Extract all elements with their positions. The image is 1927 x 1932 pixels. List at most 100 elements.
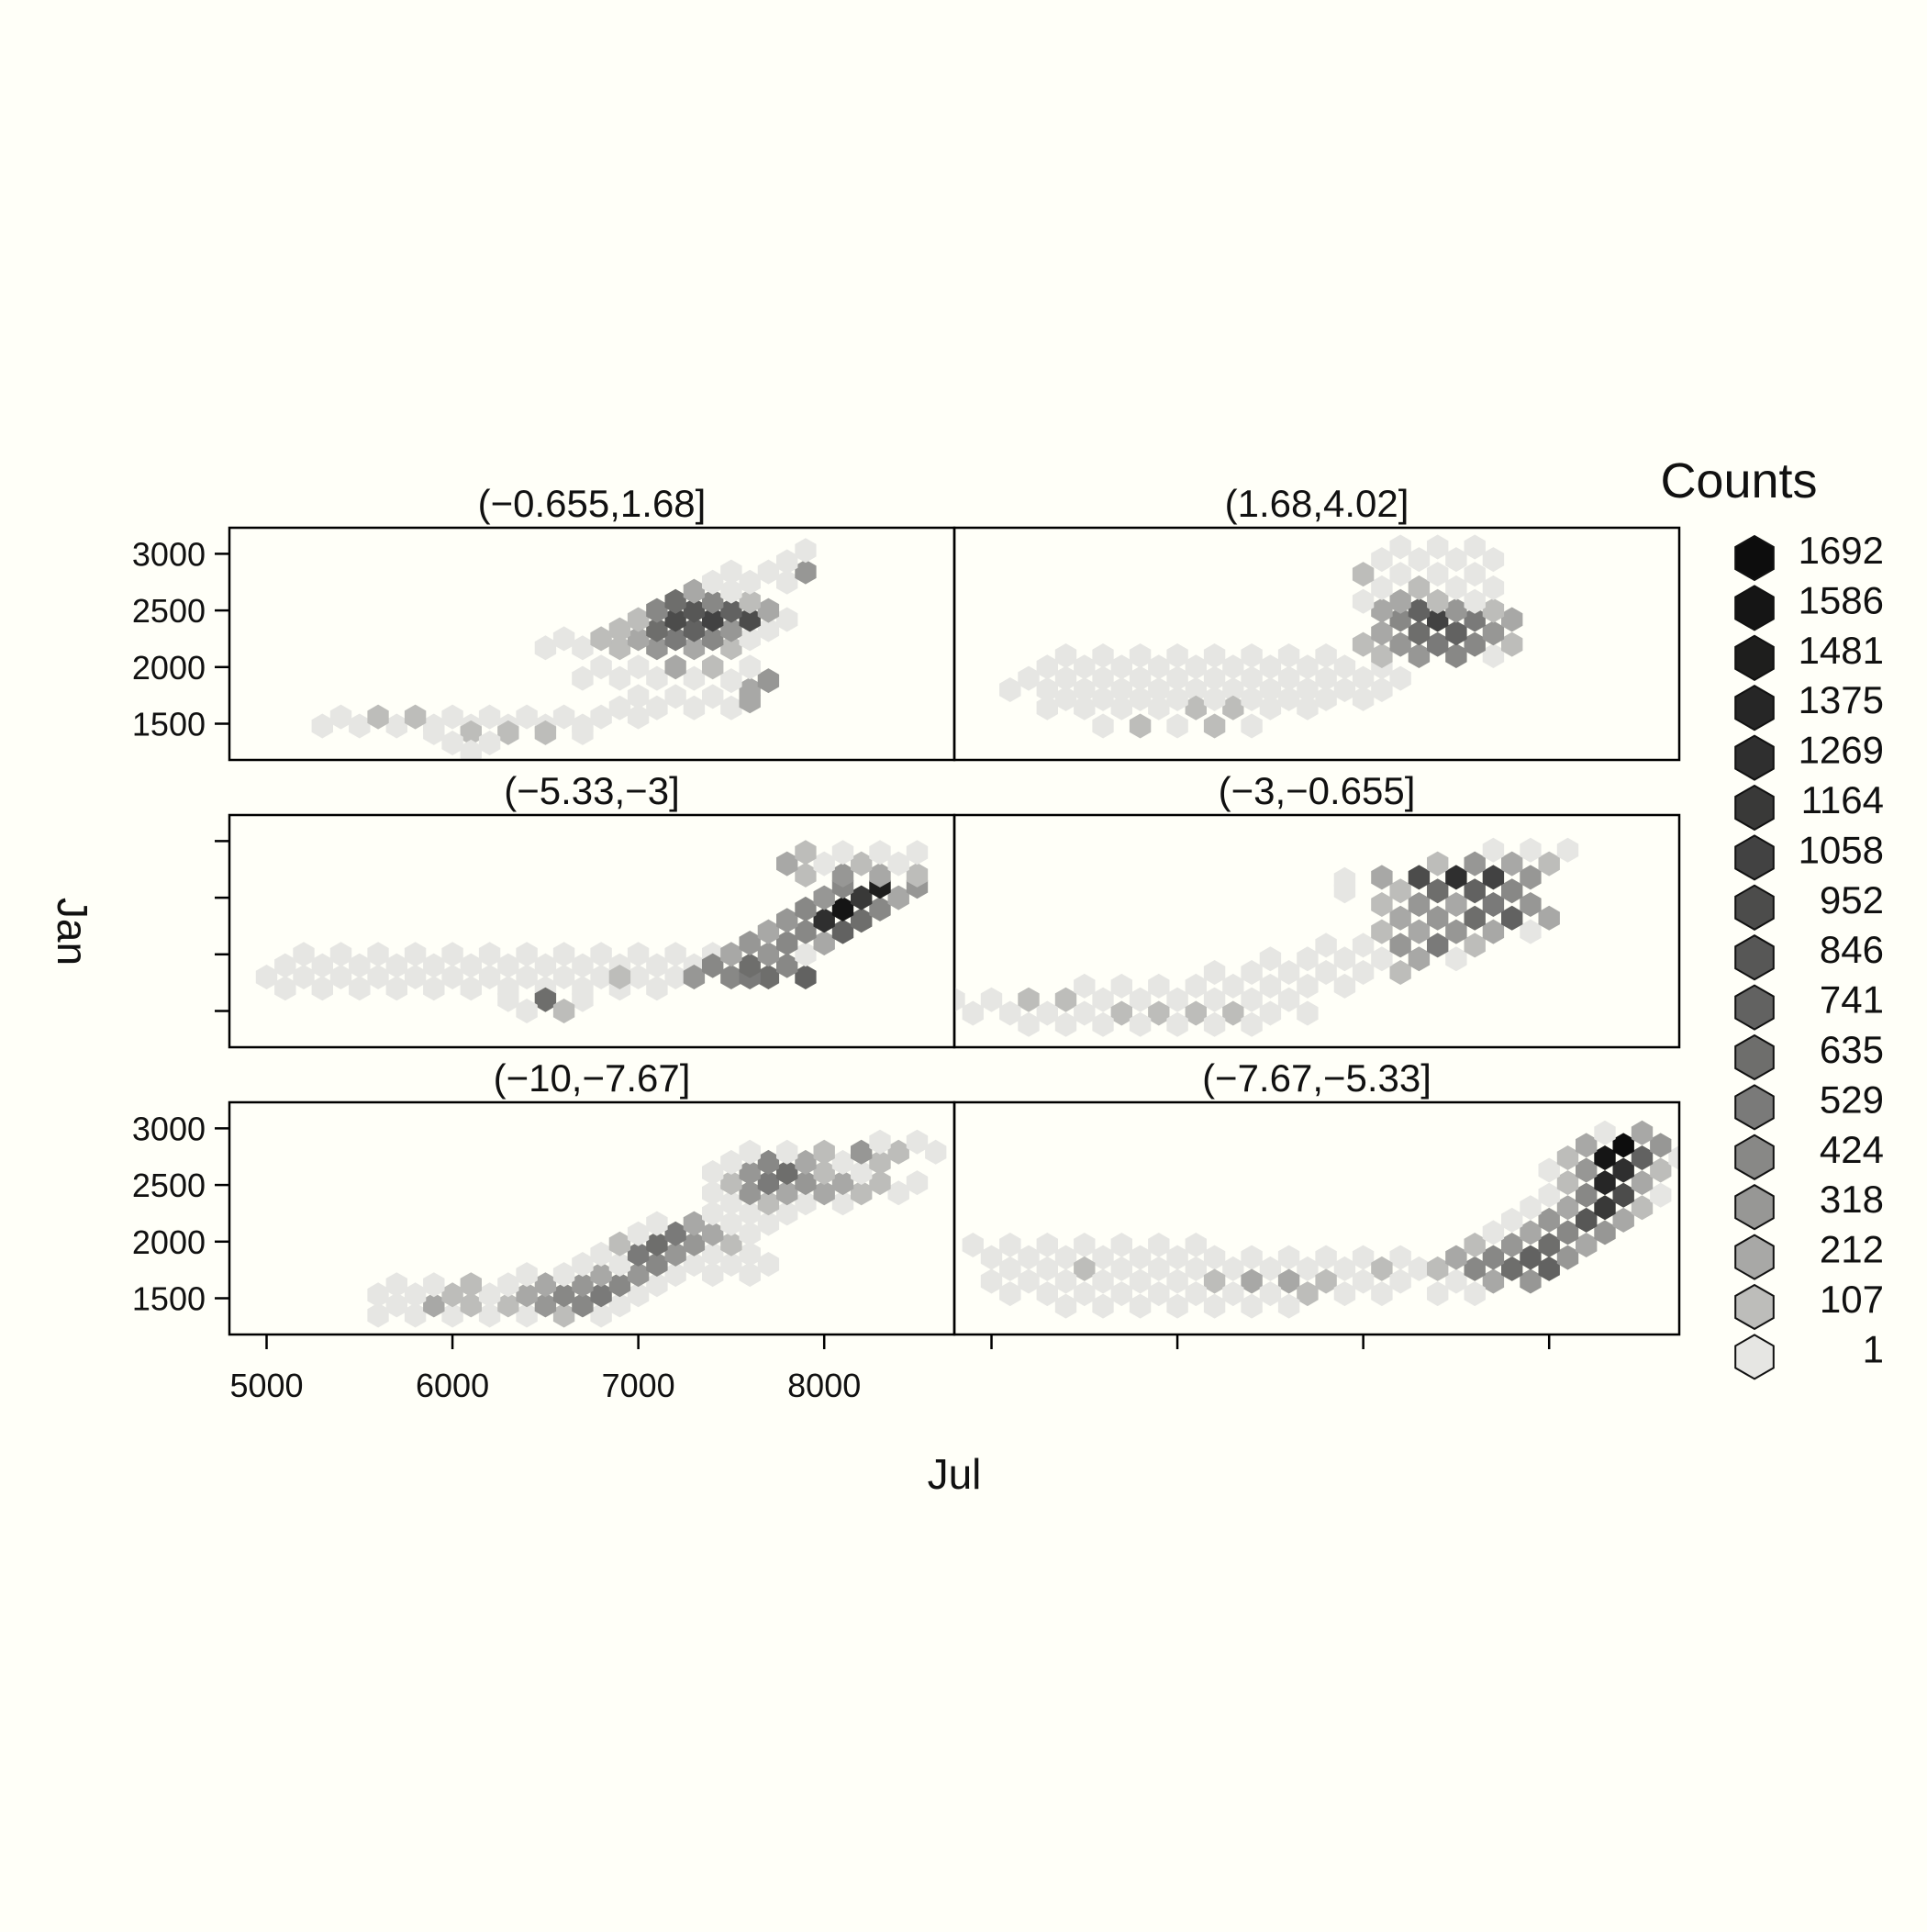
hex-cell (1297, 1281, 1319, 1307)
x-axis-label: Jul (928, 1450, 982, 1498)
hex-cell (404, 704, 427, 730)
hex-cell (683, 597, 706, 623)
hex-cell (349, 713, 371, 739)
hex-cell (1445, 547, 1467, 573)
hex-cell (1427, 1281, 1449, 1307)
hex-cell (1018, 665, 1040, 691)
hex-cell (441, 731, 463, 755)
hex-cell (1054, 1245, 1077, 1270)
hex-cell (1297, 677, 1319, 702)
hex-cell (1203, 713, 1226, 739)
hex-cell (1036, 1233, 1058, 1257)
hex-cell (274, 953, 296, 978)
hex-cell (1166, 1293, 1188, 1319)
hex-cell (980, 1245, 1003, 1270)
hex-cell (1129, 1293, 1152, 1319)
hex-cell (1371, 892, 1393, 917)
hex-cell (1556, 1245, 1579, 1270)
hex-cell (757, 965, 780, 989)
hex-cell (683, 578, 706, 604)
hex-cell (1185, 1281, 1207, 1307)
hex-cell (1482, 547, 1505, 573)
hex-cell (1092, 643, 1114, 668)
hex-cell (1203, 987, 1226, 1012)
hex-cell (1297, 1000, 1319, 1026)
hex-cell (1556, 1220, 1579, 1245)
hex-cell (552, 1262, 575, 1288)
hex-cell (627, 626, 650, 652)
hex-cell (1315, 686, 1337, 711)
legend-swatch (1734, 634, 1775, 681)
hex-cell (608, 617, 631, 642)
hex-cell (1074, 1256, 1096, 1281)
hex-cell (1092, 686, 1114, 711)
legend-swatch (1734, 585, 1775, 631)
hex-cell (311, 713, 333, 739)
hex-cell (1352, 631, 1375, 657)
legend-label: 107 (1820, 1278, 1884, 1321)
hex-cell (1352, 1245, 1375, 1270)
hex-cell (1594, 1145, 1616, 1170)
hex-cell (1389, 1245, 1411, 1270)
hex-cell (999, 1281, 1021, 1307)
hex-cell (367, 1302, 389, 1328)
hex-cell (1166, 665, 1188, 691)
hex-cell (1538, 851, 1560, 877)
hex-cell (1333, 1256, 1356, 1281)
hex-cell (627, 607, 650, 632)
hex-cell (1036, 695, 1058, 720)
hex-cell (813, 1139, 835, 1165)
hex-cell (702, 1241, 724, 1267)
hex-cell (1277, 960, 1300, 985)
hex-cell (516, 1302, 538, 1328)
hex-cell (1185, 654, 1207, 680)
hex-cell (1520, 1220, 1542, 1245)
legend-swatch (1734, 1184, 1775, 1231)
hex-cell (497, 1292, 519, 1318)
hex-cell (1110, 973, 1132, 999)
hex-cell (739, 1221, 761, 1246)
hex-cell (757, 1252, 780, 1277)
hex-cell (1203, 960, 1226, 985)
hex-cell (1556, 1145, 1579, 1170)
hex-cell (1576, 1207, 1598, 1233)
legend-title: Counts (1660, 453, 1817, 508)
hex-cell (404, 942, 427, 967)
hex-cell (1464, 588, 1486, 614)
legend-label: 318 (1820, 1178, 1884, 1221)
hex-cell (1445, 575, 1467, 600)
hex-cell (831, 896, 854, 921)
hex-cell (590, 626, 612, 652)
hex-cell (1166, 1011, 1188, 1037)
hex-cell (552, 704, 575, 730)
hex-cell (739, 1241, 761, 1267)
hex-cell (478, 731, 501, 755)
hex-cell (1556, 1170, 1579, 1196)
hex-cell (1594, 1120, 1616, 1145)
hex-cell (702, 953, 724, 978)
hex-cell (608, 665, 631, 691)
hex-cell (1464, 607, 1486, 632)
hex-cell (1241, 665, 1263, 691)
hex-cell (590, 1262, 612, 1288)
hex-cell (1333, 946, 1356, 972)
hex-cell (1631, 1145, 1654, 1170)
hex-cell (887, 1180, 909, 1206)
hex-cell (627, 1262, 650, 1288)
hex-cell (1352, 588, 1375, 614)
panel-frame (952, 1100, 1681, 1336)
hex-cell (1241, 1268, 1263, 1294)
hex-cell (851, 885, 873, 910)
hex-cell (1427, 562, 1449, 587)
hex-cell (646, 1231, 668, 1256)
legend-label: 1269 (1799, 729, 1884, 772)
hex-cells (954, 837, 1579, 1037)
hex-cells (311, 538, 817, 760)
hex-cell (1576, 1182, 1598, 1208)
y-tick-label: 2000 (132, 1223, 206, 1261)
x-tick-label: 6000 (416, 1367, 489, 1404)
hex-cell (516, 942, 538, 967)
hex-cell (1445, 865, 1467, 890)
hex-cell (831, 862, 854, 888)
hex-cell (1315, 1245, 1337, 1270)
